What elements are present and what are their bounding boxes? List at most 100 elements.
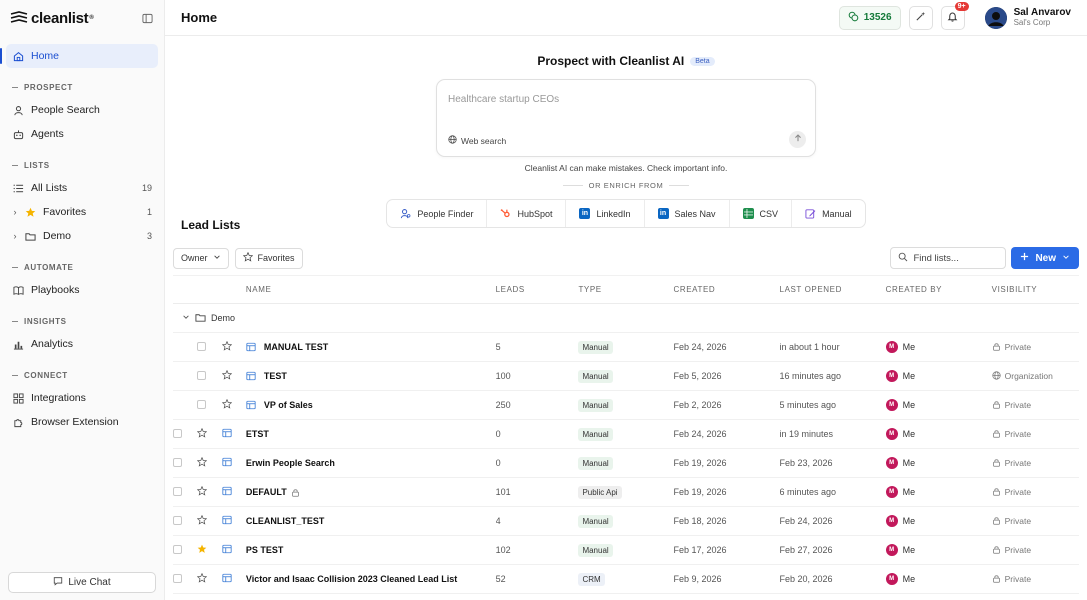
list-name[interactable]: Erwin People Search <box>245 458 335 468</box>
list-name[interactable]: CLEANLIST_TEST <box>245 516 325 526</box>
list-name[interactable]: Victor and Isaac Collision 2023 Cleaned … <box>245 574 458 584</box>
source-hubspot[interactable]: HubSpot <box>487 200 567 227</box>
star-outline-icon[interactable] <box>221 399 232 409</box>
table-row[interactable]: Erwin People Search 0 Manual Feb 19, 2026 Fe… <box>173 448 1079 478</box>
sidebar-item-label: Home <box>31 50 60 62</box>
column-header-last-opened[interactable]: LAST OPENED <box>779 275 886 304</box>
list-name[interactable]: DEFAULT <box>245 486 287 497</box>
column-header-type[interactable]: TYPE <box>578 275 674 304</box>
star-filled-icon[interactable] <box>197 544 207 554</box>
created-date: Feb 24, 2026 <box>673 332 780 362</box>
star-outline-icon[interactable] <box>197 515 208 525</box>
favorites-filter[interactable]: Favorites <box>234 247 303 269</box>
table-icon <box>222 428 232 438</box>
source-people-finder[interactable]: People Finder <box>387 200 488 227</box>
sidebar-item-label: Browser Extension <box>31 416 119 428</box>
created-date: Feb 9, 2026 <box>673 564 780 594</box>
favorites-filter-label: Favorites <box>257 253 295 263</box>
user-menu[interactable]: Sal Anvarov Sal's Corp <box>984 6 1071 29</box>
column-header-leads[interactable]: LEADS <box>495 275 579 304</box>
table-row[interactable]: PS TEST 102 Manual Feb 17, 2026 Feb 27, 2026… <box>173 535 1079 565</box>
table-row[interactable]: MANUAL TEST 5 Manual Feb 24, 2026 in about 1… <box>173 332 1079 362</box>
source-sales-nav[interactable]: in Sales Nav <box>645 200 730 227</box>
list-name[interactable]: PS TEST <box>245 545 284 555</box>
table-row[interactable]: CLEANLIST_TEST 4 Manual Feb 18, 2026 Feb 24,… <box>173 506 1079 536</box>
folder-group-row[interactable]: Demo <box>173 303 1079 333</box>
globe-icon <box>992 370 1001 382</box>
row-checkbox[interactable] <box>173 486 182 496</box>
ai-disclaimer: Cleanlist AI can make mistakes. Check im… <box>524 163 728 173</box>
brand-reg-mark: ® <box>89 15 94 21</box>
last-opened: Feb 23, 2026 <box>779 448 886 478</box>
sidebar-item-favorites[interactable]: › Favorites 1 <box>6 200 158 224</box>
globe-icon <box>448 135 457 146</box>
list-name[interactable]: TEST <box>263 370 287 381</box>
sidebar-collapse-icon[interactable] <box>140 11 154 25</box>
section-label: PROSPECT <box>24 82 73 92</box>
source-csv[interactable]: CSV <box>730 200 793 227</box>
creator-avatar: M <box>885 573 898 585</box>
table-row[interactable]: ETST 0 Manual Feb 24, 2026 in 19 minutes M Me P… <box>173 419 1079 449</box>
type-badge: Manual <box>578 456 613 470</box>
beta-badge: Beta <box>690 56 715 66</box>
prospect-section: Prospect with Cleanlist AI Beta Web sear… <box>173 36 1079 228</box>
row-checkbox[interactable] <box>197 370 207 380</box>
created-date: Feb 17, 2026 <box>673 535 780 565</box>
row-checkbox[interactable] <box>173 515 182 525</box>
column-header-visibility[interactable]: VISIBILITY <box>991 275 1079 304</box>
row-checkbox[interactable] <box>197 399 207 409</box>
sidebar-item-all-lists[interactable]: All Lists 19 <box>6 176 158 200</box>
chevron-down-icon[interactable] <box>1062 253 1070 264</box>
notifications-button[interactable]: 9+ <box>940 1 969 30</box>
row-checkbox[interactable] <box>197 341 207 351</box>
chevron-right-icon[interactable]: › <box>13 207 17 217</box>
leads-count: 0 <box>495 448 579 478</box>
row-checkbox[interactable] <box>173 544 182 554</box>
row-checkbox[interactable] <box>173 457 182 467</box>
star-outline-icon[interactable] <box>197 428 208 438</box>
star-outline-icon[interactable] <box>197 457 208 467</box>
source-linkedin[interactable]: in LinkedIn <box>566 200 645 227</box>
credits-button[interactable]: 13526 <box>838 5 901 30</box>
list-name[interactable]: VP of Sales <box>263 399 313 410</box>
column-header-created[interactable]: CREATED <box>673 275 780 304</box>
sidebar-item-home[interactable]: Home <box>0 44 158 68</box>
owner-filter[interactable]: Owner <box>173 247 229 269</box>
brand-name: cleanlist <box>31 9 89 27</box>
star-outline-icon[interactable] <box>221 341 232 351</box>
magic-wand-button[interactable] <box>908 5 933 30</box>
sidebar-item-integrations[interactable]: Integrations <box>6 386 158 410</box>
row-checkbox[interactable] <box>173 428 182 438</box>
column-header-name[interactable]: NAME <box>245 275 496 304</box>
table-row[interactable]: TEST 100 Manual Feb 5, 2026 16 minutes ago M M… <box>173 361 1079 391</box>
cleanlist-logo[interactable]: cleanlist ® <box>10 9 94 27</box>
web-search-toggle[interactable]: Web search <box>448 135 506 146</box>
chevron-down-icon[interactable] <box>182 313 190 323</box>
new-list-button[interactable]: New <box>1011 247 1079 269</box>
column-header-created-by[interactable]: CREATED BY <box>885 275 992 304</box>
lock-icon <box>992 545 1001 556</box>
table-row[interactable]: DEFAULT 101 Public Api Feb 19, 2026 6 minute… <box>173 477 1079 507</box>
star-outline-icon[interactable] <box>221 370 232 380</box>
sidebar-item-people-search[interactable]: People Search <box>6 98 158 122</box>
chevron-right-icon[interactable]: › <box>13 231 17 241</box>
sidebar-item-analytics[interactable]: Analytics <box>6 332 158 356</box>
table-row[interactable]: VP of Sales 250 Manual Feb 2, 2026 5 minutes… <box>173 390 1079 420</box>
sidebar-item-demo[interactable]: › Demo 3 <box>6 224 158 248</box>
star-outline-icon[interactable] <box>197 486 208 496</box>
sidebar-item-agents[interactable]: Agents <box>6 122 158 146</box>
section-label: INSIGHTS <box>24 316 67 326</box>
ai-prompt-input[interactable] <box>448 94 804 105</box>
live-chat-button[interactable]: Live Chat <box>8 572 156 593</box>
sidebar-item-browser-extension[interactable]: Browser Extension <box>6 410 158 434</box>
send-button[interactable] <box>789 131 806 148</box>
brand-bar: cleanlist ® <box>0 0 164 36</box>
row-checkbox[interactable] <box>173 573 182 583</box>
list-name[interactable]: MANUAL TEST <box>263 341 329 352</box>
star-outline-icon[interactable] <box>197 573 208 583</box>
find-lists-input[interactable] <box>913 252 1004 264</box>
sidebar-item-playbooks[interactable]: Playbooks <box>6 278 158 302</box>
list-name[interactable]: ETST <box>245 429 269 439</box>
table-row[interactable]: Victor and Isaac Collision 2023 Cleaned … <box>173 564 1079 594</box>
source-manual[interactable]: Manual <box>792 200 865 227</box>
